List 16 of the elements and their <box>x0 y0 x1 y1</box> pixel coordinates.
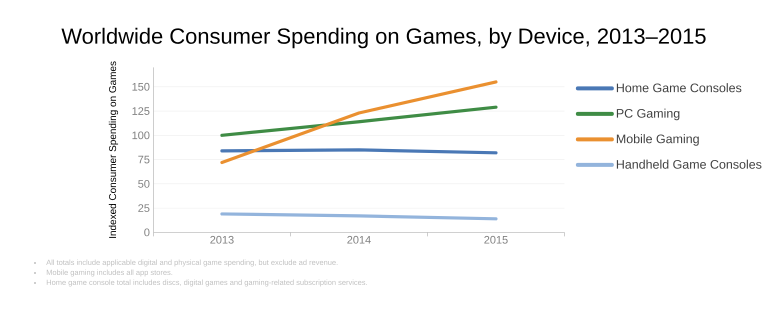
legend-label: Home Game Consoles <box>616 83 742 92</box>
y-tick-label: 150 <box>132 82 150 91</box>
y-tick-label: 100 <box>132 131 150 140</box>
y-tick-label: 0 <box>144 228 150 236</box>
legend-label: PC Gaming <box>616 108 680 120</box>
y-tick-label: 25 <box>138 204 150 212</box>
legend-label: Mobile Gaming <box>616 134 699 146</box>
x-tick-label: 2014 <box>347 236 371 244</box>
x-tick-label: 2013 <box>210 236 234 244</box>
legend-label: Handheld Game Consoles <box>616 160 762 169</box>
chart-title: Worldwide Consumer Spending on Games, by Device, 2013–2015 <box>61 28 706 48</box>
y-tick-label: 75 <box>138 156 150 164</box>
y-tick-label: 125 <box>132 107 150 115</box>
y-tick-label: 50 <box>138 180 150 188</box>
y-axis-title: Indexed Consumer Spending on Games <box>108 61 118 238</box>
x-tick-label: 2015 <box>484 236 508 244</box>
